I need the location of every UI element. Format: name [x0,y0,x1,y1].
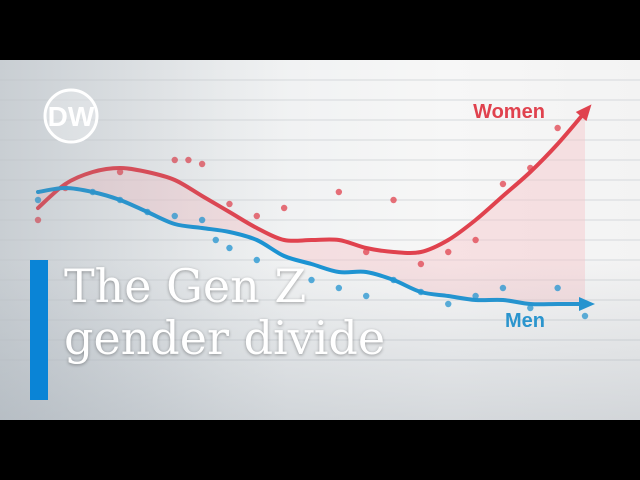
men-point [212,236,219,244]
women-point [499,180,507,188]
men-point [554,284,561,292]
dw-logo-text: DW [48,101,95,132]
women-point [472,236,479,244]
men-point [527,304,534,312]
women-arrowhead [575,104,592,122]
women-point [34,216,42,224]
men-point [363,292,370,300]
men-point [335,284,343,292]
men-point [499,284,507,292]
men-series-label: Men [505,310,545,332]
women-point [445,248,452,256]
women-point [417,260,425,268]
men-point [308,276,315,284]
women-point [226,200,233,208]
men-point [445,300,452,308]
accent-bar [30,260,48,400]
men-point [34,196,42,204]
women-point [171,156,178,164]
men-point [171,212,178,220]
women-series-label: Women [473,101,545,123]
women-point [185,156,192,164]
headline-line-2: gender divide [64,311,386,365]
men-point [226,244,233,252]
men-line [36,185,587,307]
men-point [198,216,206,224]
men-point [253,256,260,264]
dw-logo: DW [43,88,99,144]
thumbnail-image: Women Men DW The Gen Z gender divide [0,60,640,420]
women-line [36,110,587,256]
women-point [363,248,370,256]
men-point [472,292,479,300]
women-point [390,196,397,204]
women-point [554,124,561,132]
gap-band [38,112,585,304]
men-arrowhead [579,297,595,311]
women-point [253,212,260,220]
chart-gridlines [0,79,640,361]
women-point [198,160,206,168]
chart: Women Men [0,79,640,361]
headline: The Gen Z gender divide [64,260,385,364]
women-point [280,204,288,212]
men-point [581,312,589,320]
women-point [116,168,124,176]
headline-line-1: The Gen Z [64,259,307,313]
women-point [335,188,343,196]
